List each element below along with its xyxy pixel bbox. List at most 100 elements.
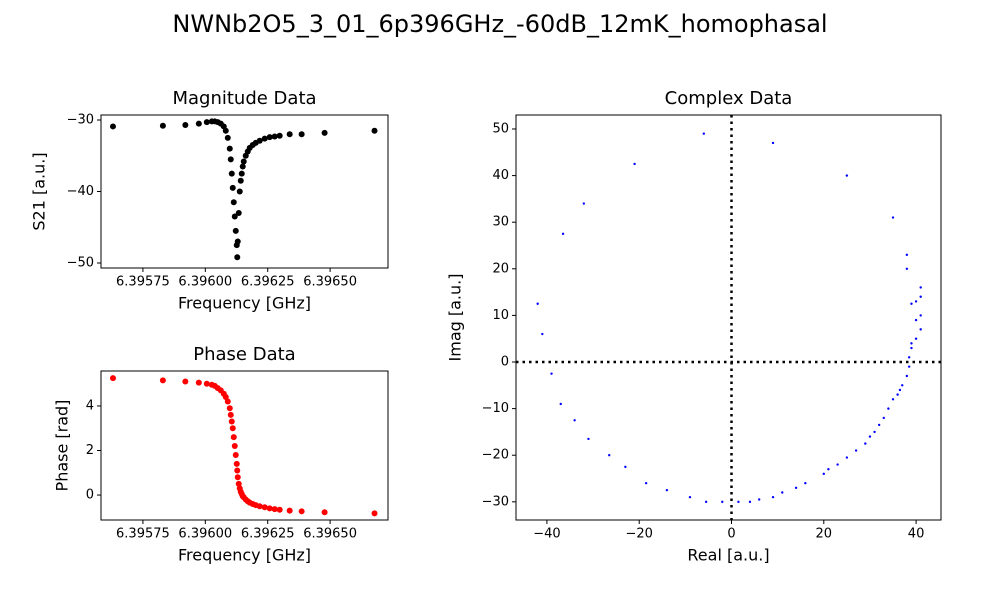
point [822, 472, 825, 476]
point [608, 454, 611, 457]
point [271, 506, 278, 513]
point [226, 405, 233, 412]
point [704, 500, 708, 504]
point [182, 378, 189, 385]
point [624, 465, 627, 469]
point [371, 127, 378, 134]
point [914, 318, 918, 322]
point [845, 456, 849, 459]
point [665, 488, 669, 492]
point [644, 481, 648, 485]
point [233, 460, 240, 467]
y-tick-label: −40 [67, 184, 94, 199]
point [237, 177, 244, 184]
x-tick-label: 6.39600 [178, 275, 232, 290]
point [266, 134, 273, 141]
point [227, 411, 234, 418]
point [536, 302, 539, 305]
y-tick-label: 0 [86, 488, 94, 503]
point [195, 379, 202, 386]
point [234, 474, 241, 481]
point [298, 508, 305, 515]
y-tick-label: 2 [86, 443, 94, 458]
point [891, 216, 895, 219]
point [229, 184, 236, 191]
point [633, 162, 636, 166]
point [159, 122, 166, 129]
y-tick-label: 0 [501, 355, 509, 370]
x-axis-label: Frequency [GHz] [178, 294, 311, 313]
point [182, 122, 189, 129]
x-tick-label: 6.39625 [241, 275, 295, 290]
point [286, 131, 293, 138]
point [845, 174, 849, 177]
point [868, 435, 872, 438]
point [239, 163, 246, 170]
axes-title: Complex Data [665, 88, 793, 109]
point [236, 188, 243, 195]
x-tick-label: 0 [727, 527, 735, 542]
point [228, 418, 235, 425]
point [737, 500, 740, 504]
axes-title: Phase Data [193, 344, 295, 365]
point [235, 209, 242, 216]
point [891, 398, 895, 401]
point [203, 119, 210, 126]
y-tick-label: −10 [482, 401, 509, 416]
point [238, 170, 245, 177]
point [240, 158, 247, 165]
point [836, 463, 839, 466]
point [231, 213, 238, 220]
y-tick-label: 50 [492, 121, 509, 136]
point [232, 451, 239, 458]
point [222, 127, 229, 134]
point [907, 356, 911, 359]
point [234, 467, 241, 474]
point [887, 407, 890, 410]
x-tick-label: 40 [908, 527, 925, 542]
y-tick-label: −20 [482, 448, 509, 463]
point [321, 129, 328, 136]
point [224, 134, 231, 141]
axes-title: Magnitude Data [172, 88, 316, 109]
point [573, 419, 576, 422]
point [231, 443, 238, 450]
point [256, 503, 263, 510]
point [907, 365, 911, 368]
point [910, 346, 913, 350]
y-axis-label: Imag [a.u.] [446, 274, 465, 362]
point [919, 314, 922, 317]
point [882, 416, 885, 420]
x-tick-label: 6.39575 [116, 275, 170, 290]
point [321, 509, 328, 516]
point [276, 132, 283, 139]
x-tick-label: 6.39575 [116, 527, 170, 542]
x-tick-label: 6.39600 [178, 527, 232, 542]
x-tick-label: 20 [816, 527, 833, 542]
point [910, 342, 913, 345]
x-tick-label: −20 [625, 527, 652, 542]
point [232, 227, 239, 234]
point [901, 384, 904, 387]
point [896, 393, 899, 396]
point [286, 507, 293, 514]
point [877, 423, 881, 427]
point [702, 132, 706, 135]
point [256, 137, 263, 144]
point [226, 145, 233, 152]
point [224, 398, 231, 405]
y-tick-label: −50 [67, 255, 94, 270]
x-tick-label: 6.39625 [241, 527, 295, 542]
x-axis-label: Real [a.u.] [687, 546, 769, 565]
point [582, 202, 586, 205]
point [109, 375, 116, 382]
y-tick-label: 10 [492, 308, 509, 323]
point [228, 170, 235, 177]
point [721, 500, 724, 504]
y-tick-label: −30 [482, 494, 509, 509]
point [827, 468, 830, 471]
point [109, 123, 116, 130]
x-tick-label: 6.39650 [303, 527, 357, 542]
axes-frame [515, 114, 942, 521]
point [298, 131, 305, 138]
